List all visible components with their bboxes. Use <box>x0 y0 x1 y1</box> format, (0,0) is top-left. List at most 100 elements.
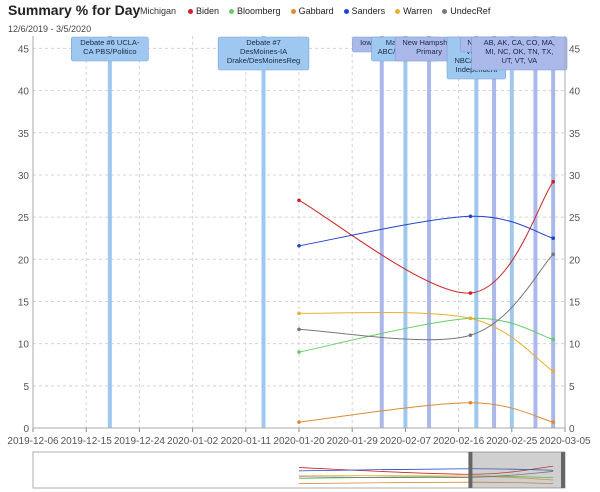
legend-swatch <box>229 8 235 14</box>
x-tick-label: 2019-12-06 <box>7 436 59 447</box>
legend-swatch <box>343 8 349 14</box>
x-tick-label: 2020-01-29 <box>327 436 379 447</box>
event-label-box <box>217 36 310 71</box>
y-tick-label-left: 15 <box>18 297 30 308</box>
y-tick-label-left: 25 <box>18 213 30 224</box>
data-point-biden[interactable] <box>297 198 301 203</box>
y-tick-label-right: 45 <box>569 44 581 55</box>
event-label-text: AB, AK, CA, CO, MA, <box>484 38 555 47</box>
legend-label: Gabbard <box>298 6 334 16</box>
event-label-text: UT, VT, VA <box>501 56 537 65</box>
event-label-text: New Hampshire <box>402 38 455 47</box>
event-label-text: Drake/DesMoinesReg <box>227 56 300 65</box>
legend-label: Sanders <box>351 6 386 16</box>
x-tick-label: 2019-12-24 <box>114 436 166 447</box>
legend-item-gabbard[interactable]: Gabbard <box>290 6 334 16</box>
event-bar <box>492 36 497 428</box>
legend-swatch <box>395 8 401 14</box>
y-tick-label-right: 10 <box>569 340 581 351</box>
axes: 0 0 5 5 10 10 15 15 20 20 25 25 30 30 35 35 40 40 45 45 2019… <box>7 36 591 447</box>
legend-item-biden[interactable]: Biden <box>188 6 219 16</box>
legend-item-undecref[interactable]: UndecRef <box>442 6 490 16</box>
legend-label: UndecRef <box>450 6 491 16</box>
navigator-handle-left[interactable] <box>468 452 473 488</box>
series-line-warren <box>298 311 554 372</box>
x-tick-label: 2020-01-02 <box>167 436 219 447</box>
grid <box>32 36 566 429</box>
data-point-gabbard[interactable] <box>551 420 555 424</box>
data-point-warren[interactable] <box>468 316 473 321</box>
x-tick-label: 2020-02-07 <box>380 436 432 447</box>
series-line-sanders <box>298 215 554 247</box>
navigator-series-undecref <box>298 471 554 479</box>
event-label-text: CA PBS/Politico <box>83 47 136 56</box>
region-label: Michigan <box>140 6 177 16</box>
series-line-undecref <box>298 253 554 341</box>
data-point-biden[interactable] <box>468 291 473 295</box>
data-point-undecref[interactable] <box>297 327 301 332</box>
legend-swatch <box>188 8 193 14</box>
x-tick-label: 2020-01-11 <box>221 436 272 447</box>
y-tick-label-right: 25 <box>569 213 581 224</box>
navigator-series-gabbard <box>298 481 554 484</box>
y-tick-label-right: 0 <box>569 424 575 435</box>
event-label-text: Debate #6 UCLA- <box>80 38 140 47</box>
legend-swatch <box>290 8 296 14</box>
event-bar <box>474 36 479 428</box>
event-bar <box>533 36 538 428</box>
data-point-bloomberg[interactable] <box>297 350 301 354</box>
range-navigator[interactable] <box>32 451 566 489</box>
event-markers <box>107 36 556 428</box>
event-label: AB, AK, CA, CO, MA,MI, NC, OK, TN, TX,UT… <box>471 36 568 71</box>
navigator-series-warren <box>298 475 554 481</box>
date-range-label: 12/6/2019 - 3/5/2020 <box>8 24 92 34</box>
event-bar <box>261 36 266 428</box>
data-point-warren[interactable] <box>551 369 555 374</box>
y-tick-label-right: 5 <box>569 382 575 393</box>
event-label-text: DesMoines-IA <box>240 47 287 56</box>
x-tick-label: 2020-02-25 <box>486 436 538 447</box>
x-tick-label: 2020-02-16 <box>433 436 485 447</box>
y-tick-label-right: 35 <box>569 129 581 140</box>
data-point-warren[interactable] <box>297 311 301 316</box>
y-tick-label-left: 30 <box>18 171 30 182</box>
x-tick-label: 2019-12-15 <box>61 436 113 447</box>
data-point-bloomberg[interactable] <box>551 337 555 342</box>
event-label-text: MI, NC, OK, TN, TX, <box>485 47 553 56</box>
event-bar <box>107 36 112 428</box>
data-point-undecref[interactable] <box>551 252 555 257</box>
y-tick-label-left: 45 <box>18 44 30 55</box>
x-tick-label: 2020-03-05 <box>539 436 591 447</box>
y-tick-label-right: 30 <box>569 171 581 182</box>
navigator-selection[interactable] <box>470 452 565 488</box>
x-tick-label: 2020-01-20 <box>273 436 325 447</box>
data-point-sanders[interactable] <box>297 244 301 248</box>
series-line-bloomberg <box>298 317 554 353</box>
event-bar <box>403 36 408 428</box>
data-point-gabbard[interactable] <box>297 420 301 424</box>
event-bar <box>379 36 384 428</box>
event-bar <box>427 36 432 428</box>
navigator-series-biden <box>298 465 554 475</box>
legend-item-bloomberg[interactable]: Bloomberg <box>229 6 281 16</box>
legend-item-warren[interactable]: Warren <box>395 6 432 16</box>
data-point-gabbard[interactable] <box>468 400 473 405</box>
data-point-sanders[interactable] <box>551 236 555 241</box>
legend-item-sanders[interactable]: Sanders <box>343 6 386 16</box>
series-line-gabbard <box>298 402 554 423</box>
series-lines <box>297 179 555 424</box>
y-tick-label-left: 0 <box>23 424 29 435</box>
navigator-handle-right[interactable] <box>561 452 565 488</box>
data-point-biden[interactable] <box>551 179 555 184</box>
series-line-biden <box>298 181 554 294</box>
y-tick-label-left: 35 <box>18 129 30 140</box>
legend-label: Warren <box>403 6 433 16</box>
data-point-undecref[interactable] <box>468 333 473 338</box>
y-tick-label-left: 5 <box>23 382 29 393</box>
data-point-sanders[interactable] <box>468 214 473 219</box>
y-tick-label-right: 15 <box>569 297 581 308</box>
event-label: Debate #6 UCLA-CA PBS/Politico <box>71 36 149 62</box>
event-label-box <box>71 36 149 62</box>
